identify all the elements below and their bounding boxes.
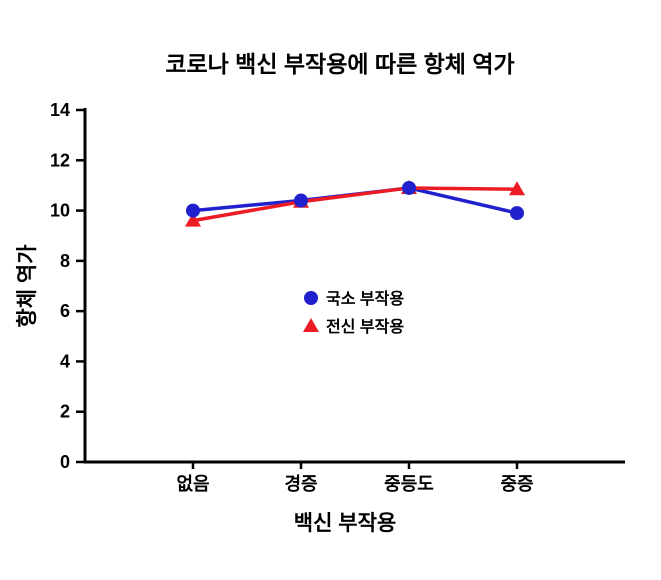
legend-item-local: 국소 부작용 (304, 290, 404, 308)
chart-title: 코로나 백신 부작용에 따른 항체 역가 (165, 51, 514, 77)
data-point-circle (186, 203, 200, 218)
y-tick-label: 14 (50, 100, 70, 120)
legend-marker-systemic (303, 318, 319, 332)
legend-marker-local (304, 291, 318, 305)
y-tick-label: 10 (50, 201, 70, 221)
data-point-triangle (303, 318, 319, 332)
series-line (192, 186, 518, 223)
x-tick-label: 없음 (176, 474, 209, 494)
x-tick-label: 경증 (284, 474, 317, 494)
legend-item-systemic: 전신 부작용 (303, 318, 404, 336)
series-layer (185, 179, 525, 227)
data-point-triangle (185, 212, 201, 227)
x-tick-label: 중등도 (384, 474, 434, 494)
y-axis-label: 항체 역가 (15, 244, 39, 328)
legend: 국소 부작용 전신 부작용 (303, 290, 404, 336)
series-line (192, 186, 518, 215)
legend-label-local: 국소 부작용 (326, 290, 404, 308)
data-point-circle (294, 193, 308, 208)
axes: 0 2 4 6 8 10 12 14 없음 경증 중등도 중증 (50, 100, 625, 494)
data-point-circle (402, 180, 416, 195)
y-tick-label: 2 (60, 402, 70, 422)
data-point-triangle (509, 181, 525, 196)
y-tick-label: 12 (50, 150, 70, 170)
x-tick-label: 중증 (500, 474, 533, 494)
y-tick-label: 4 (60, 351, 70, 371)
data-point-circle (510, 206, 524, 221)
y-tick-label: 8 (60, 251, 70, 271)
legend-label-systemic: 전신 부작용 (326, 318, 404, 336)
x-axis-label: 백신 부작용 (294, 512, 396, 535)
y-tick-label: 6 (60, 301, 70, 321)
y-tick-label: 0 (60, 452, 70, 472)
data-point-circle (304, 291, 318, 305)
